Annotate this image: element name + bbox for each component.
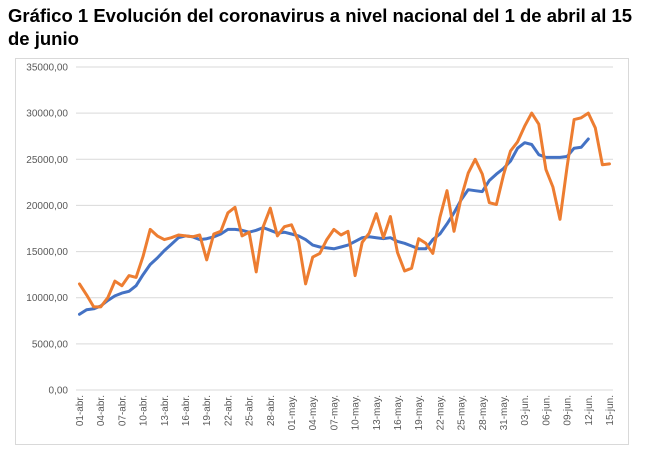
x-tick-label: 10-may. bbox=[351, 395, 362, 430]
y-tick-label: 10000,00 bbox=[26, 293, 68, 304]
y-tick-label: 5000,00 bbox=[32, 339, 69, 350]
series-lines bbox=[78, 111, 611, 316]
y-tick-label: 0,00 bbox=[49, 386, 69, 397]
x-tick-label: 19-abr. bbox=[202, 395, 213, 426]
x-tick-label: 25-may. bbox=[457, 395, 468, 430]
x-tick-label: 01-may. bbox=[287, 395, 298, 430]
x-tick-label: 04-may. bbox=[308, 395, 319, 430]
x-tick-label: 16-may. bbox=[393, 395, 404, 430]
y-axis-ticks: 0,00 5000,00 10000,00 15000,00 20000,00 25000… bbox=[26, 63, 68, 397]
x-tick-label: 07-may. bbox=[329, 395, 340, 430]
y-tick-label: 25000,00 bbox=[26, 155, 68, 166]
x-tick-label: 13-abr. bbox=[160, 395, 171, 426]
x-tick-label: 22-may. bbox=[435, 395, 446, 430]
y-tick-label: 20000,00 bbox=[26, 201, 68, 212]
gridlines bbox=[76, 66, 613, 391]
x-axis-ticks: 01-abr. 04-abr. 07-abr. 10-abr. 13-abr. 16-ab… bbox=[75, 395, 616, 430]
x-tick-label: 10-abr. bbox=[139, 395, 150, 426]
x-tick-label: 22-abr. bbox=[223, 395, 234, 426]
x-tick-label: 01-abr. bbox=[75, 395, 86, 426]
x-tick-label: 09-jun. bbox=[563, 395, 574, 426]
x-tick-label: 13-may. bbox=[372, 395, 383, 430]
y-tick-label: 30000,00 bbox=[26, 109, 68, 120]
series-line-2 bbox=[78, 111, 611, 309]
x-tick-label: 25-abr. bbox=[245, 395, 256, 426]
y-tick-label: 15000,00 bbox=[26, 247, 68, 258]
x-tick-label: 12-jun. bbox=[584, 395, 595, 426]
series-line-1 bbox=[78, 137, 590, 316]
chart-area: 0,00 5000,00 10000,00 15000,00 20000,00 25000… bbox=[15, 58, 629, 445]
x-tick-label: 04-abr. bbox=[96, 395, 107, 426]
x-tick-label: 28-abr. bbox=[266, 395, 277, 426]
x-tick-label: 28-may. bbox=[478, 395, 489, 430]
x-tick-label: 06-jun. bbox=[541, 395, 552, 426]
page-title: Gráfico 1 Evolución del coronavirus a ni… bbox=[8, 5, 633, 49]
x-tick-label: 16-abr. bbox=[181, 395, 192, 426]
x-tick-label: 31-may. bbox=[499, 395, 510, 430]
x-tick-label: 07-abr. bbox=[117, 395, 128, 426]
y-tick-label: 35000,00 bbox=[26, 63, 68, 74]
x-tick-label: 15-jun. bbox=[605, 395, 616, 426]
x-tick-label: 19-may. bbox=[414, 395, 425, 430]
line-chart: 0,00 5000,00 10000,00 15000,00 20000,00 25000… bbox=[26, 63, 616, 431]
x-tick-label: 03-jun. bbox=[520, 395, 531, 426]
